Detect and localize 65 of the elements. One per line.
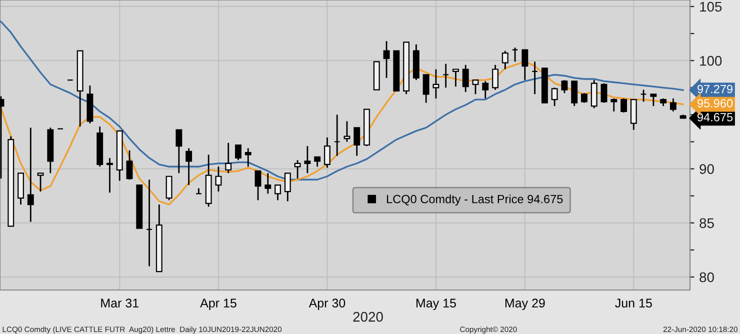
- x-tick-label: Mar 31: [101, 298, 138, 308]
- candlestick: [442, 63, 450, 88]
- candlestick: [225, 142, 232, 174]
- candlestick: [195, 188, 202, 194]
- candlestick: [274, 184, 282, 201]
- candlestick: [383, 40, 390, 79]
- candlestick: [264, 172, 272, 194]
- candlestick: [166, 176, 172, 201]
- candlestick: [334, 114, 340, 157]
- y-tick-label: 100: [700, 56, 722, 66]
- candlestick: [482, 80, 489, 100]
- y-tick-label: 80: [700, 272, 714, 282]
- candlestick: [254, 170, 262, 201]
- candlestick: [146, 178, 152, 267]
- candlestick: [235, 144, 242, 161]
- candlestick: [581, 92, 588, 104]
- x-tick-label: Jun 15: [615, 298, 652, 308]
- candlestick: [610, 98, 618, 112]
- candlestick: [186, 148, 192, 186]
- candlestick: [452, 68, 459, 88]
- candlestick: [640, 89, 647, 102]
- candlestick: [630, 98, 637, 131]
- x-tick-label: Apr 30: [308, 298, 346, 310]
- legend-label: LCQ0 Comdty - Last Price 94.675: [386, 194, 563, 206]
- data-label: 95.960: [698, 99, 733, 108]
- candlestick: [244, 148, 252, 168]
- candlestick: [176, 129, 182, 174]
- x-tick-label: May 15: [416, 298, 456, 310]
- candlestick: [532, 60, 538, 95]
- candlestick: [432, 68, 440, 100]
- candlestick: [561, 79, 568, 94]
- x-tick-label: May 29: [505, 298, 545, 310]
- candlestick: [600, 82, 608, 104]
- y-tick-label: 105: [700, 2, 722, 12]
- candlestick: [354, 126, 360, 157]
- candlestick: [590, 79, 598, 109]
- candlestick: [37, 172, 44, 192]
- candlestick: [294, 159, 301, 180]
- candlestick: [106, 157, 113, 194]
- candlestick: [670, 98, 676, 112]
- y-tick-label: 90: [700, 164, 714, 174]
- candlestick: [284, 172, 291, 202]
- candlestick: [314, 156, 321, 168]
- candlestick: [492, 64, 498, 91]
- candlestick: [324, 136, 330, 168]
- candlestick: [422, 74, 430, 104]
- candlestick: [502, 50, 508, 70]
- candlestick: [344, 120, 350, 142]
- candlestick: [304, 145, 311, 174]
- candlestick: [551, 86, 558, 107]
- candlestick: [512, 46, 518, 62]
- candlestick: [126, 150, 133, 180]
- text: 2020: [353, 312, 383, 322]
- data-label: 97.279: [698, 84, 732, 94]
- x-tick-label: Apr 15: [200, 298, 236, 310]
- candlestick: [650, 93, 657, 107]
- candlestick: [571, 80, 578, 107]
- candlestick: [215, 166, 222, 192]
- candlestick: [462, 64, 469, 93]
- candlestick: [620, 98, 627, 114]
- y-tick-label: 85: [700, 218, 714, 228]
- text: 94.675: [698, 113, 733, 122]
- candlestick: [472, 79, 479, 95]
- candlestick: [27, 126, 34, 223]
- candlestick: [522, 49, 528, 81]
